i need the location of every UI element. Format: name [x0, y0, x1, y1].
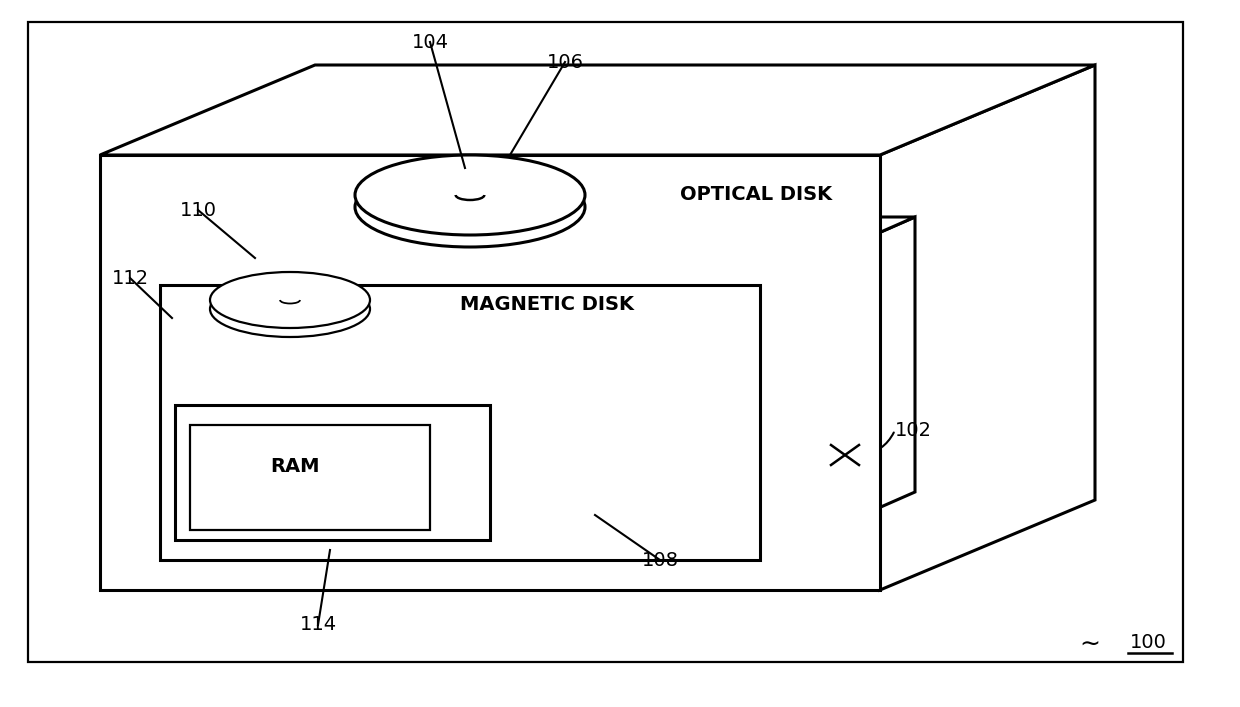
Polygon shape: [490, 375, 556, 540]
Polygon shape: [175, 375, 556, 405]
Text: 110: 110: [180, 201, 217, 219]
Polygon shape: [760, 217, 915, 560]
Polygon shape: [100, 65, 1095, 155]
Ellipse shape: [210, 272, 370, 328]
Text: ∼: ∼: [1079, 633, 1100, 657]
Text: MAGNETIC DISK: MAGNETIC DISK: [460, 296, 634, 315]
Text: 114: 114: [299, 616, 336, 634]
Polygon shape: [880, 65, 1095, 590]
Text: 112: 112: [112, 269, 149, 288]
Polygon shape: [175, 405, 490, 540]
Ellipse shape: [210, 281, 370, 337]
Ellipse shape: [355, 155, 585, 235]
Text: RAM: RAM: [270, 457, 320, 477]
Polygon shape: [160, 217, 915, 285]
Text: 108: 108: [641, 551, 678, 570]
Polygon shape: [430, 403, 480, 530]
Polygon shape: [160, 285, 760, 560]
Text: 106: 106: [547, 52, 584, 71]
Polygon shape: [190, 425, 430, 530]
Text: 104: 104: [412, 33, 449, 52]
Ellipse shape: [355, 167, 585, 247]
Polygon shape: [190, 403, 480, 425]
Text: 102: 102: [895, 421, 932, 440]
Text: OPTICAL DISK: OPTICAL DISK: [680, 185, 832, 204]
Polygon shape: [100, 155, 880, 590]
Text: 100: 100: [1130, 633, 1167, 651]
